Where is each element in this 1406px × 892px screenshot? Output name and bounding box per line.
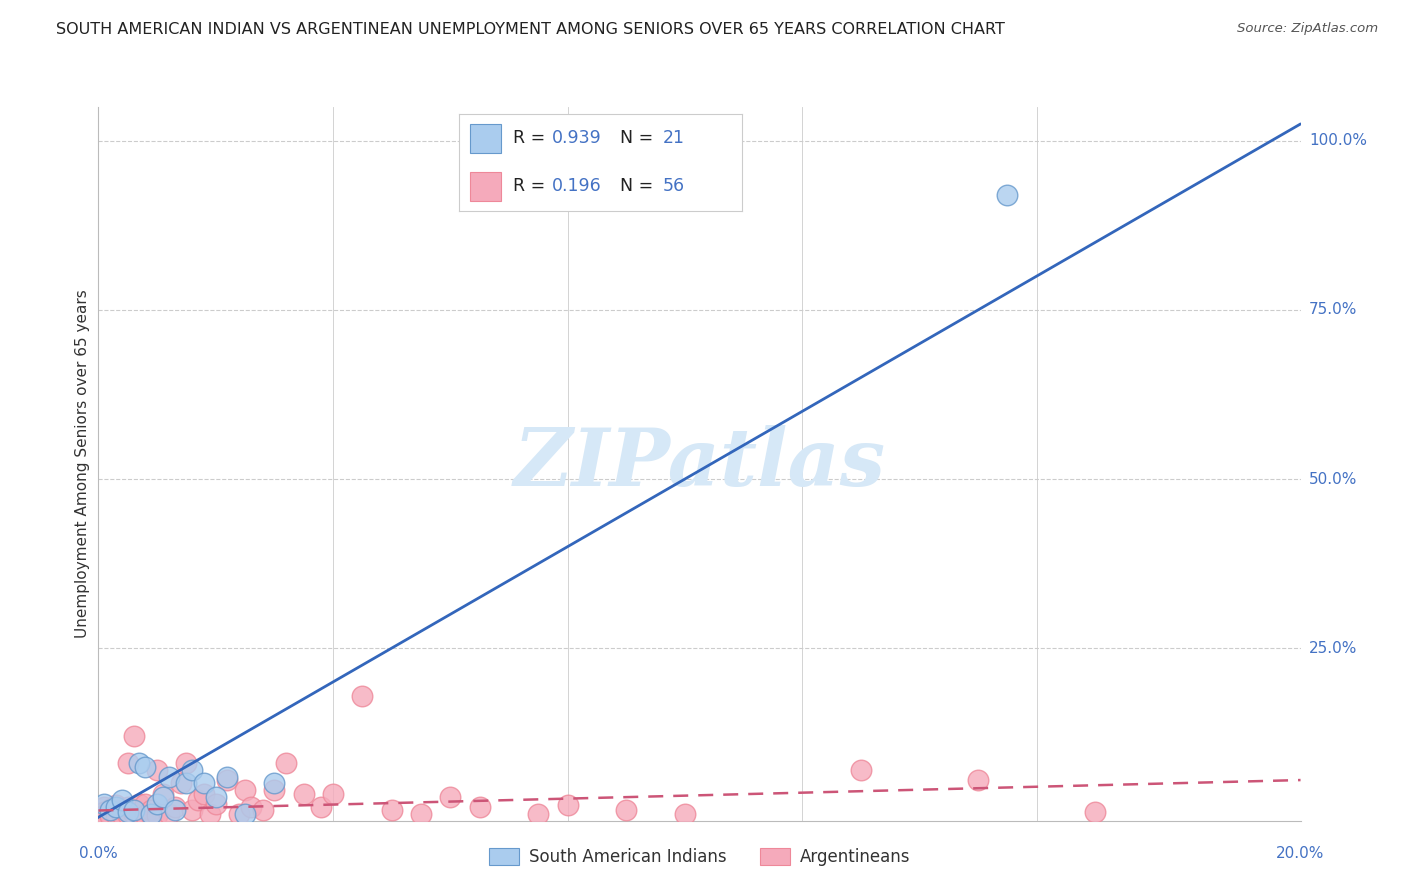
Point	[233, 806, 256, 821]
Point	[105, 798, 128, 813]
Text: Source: ZipAtlas.com: Source: ZipAtlas.com	[1237, 22, 1378, 36]
Point	[98, 806, 121, 821]
Point	[122, 729, 145, 743]
Point	[239, 800, 262, 814]
Point	[122, 804, 145, 818]
Point	[176, 776, 198, 790]
Point	[1084, 805, 1107, 819]
Text: ZIPatlas: ZIPatlas	[513, 425, 886, 502]
Point	[557, 798, 579, 813]
Point	[105, 805, 128, 819]
Point	[352, 689, 374, 703]
Point	[117, 805, 139, 819]
Point	[117, 800, 139, 814]
Point	[98, 809, 121, 823]
Point	[176, 756, 198, 771]
Point	[187, 793, 209, 807]
Point	[193, 787, 215, 801]
Point	[274, 756, 297, 771]
Point	[93, 800, 115, 814]
Point	[128, 807, 150, 822]
Point	[673, 806, 696, 821]
Point	[105, 800, 128, 814]
Point	[93, 805, 115, 819]
Point	[105, 808, 128, 822]
Y-axis label: Unemployment Among Seniors over 65 years: Unemployment Among Seniors over 65 years	[75, 290, 90, 638]
Text: 20.0%: 20.0%	[1277, 846, 1324, 861]
Point	[252, 804, 274, 818]
Point	[995, 188, 1018, 202]
Point	[152, 787, 174, 801]
Point	[93, 808, 115, 822]
Point	[181, 763, 204, 777]
Point	[163, 804, 186, 818]
Point	[117, 808, 139, 822]
Point	[468, 800, 491, 814]
Legend: South American Indians, Argentineans: South American Indians, Argentineans	[482, 841, 917, 873]
Point	[157, 770, 180, 784]
Point	[134, 797, 156, 811]
Point	[111, 804, 134, 818]
Point	[128, 797, 150, 811]
Point	[614, 804, 637, 818]
Text: 25.0%: 25.0%	[1309, 640, 1357, 656]
Point	[228, 806, 250, 821]
Point	[146, 763, 169, 777]
Point	[93, 797, 115, 811]
Point	[98, 802, 121, 816]
Point	[849, 763, 872, 777]
Point	[322, 787, 344, 801]
Point	[217, 773, 239, 788]
Point	[439, 789, 461, 804]
Point	[381, 804, 404, 818]
Point	[193, 776, 215, 790]
Point	[233, 783, 256, 797]
Point	[204, 797, 226, 811]
Point	[122, 806, 145, 821]
Point	[157, 806, 180, 821]
Point	[141, 804, 163, 818]
Point	[527, 806, 550, 821]
Point	[117, 756, 139, 771]
Point	[409, 806, 432, 821]
Point	[263, 783, 285, 797]
Point	[152, 789, 174, 804]
Text: 50.0%: 50.0%	[1309, 472, 1357, 486]
Point	[141, 808, 163, 822]
Point	[181, 804, 204, 818]
Text: 100.0%: 100.0%	[1309, 134, 1367, 148]
Point	[111, 807, 134, 822]
Point	[217, 770, 239, 784]
Point	[204, 789, 226, 804]
Point	[263, 776, 285, 790]
Point	[98, 804, 121, 818]
Point	[141, 806, 163, 821]
Text: SOUTH AMERICAN INDIAN VS ARGENTINEAN UNEMPLOYMENT AMONG SENIORS OVER 65 YEARS CO: SOUTH AMERICAN INDIAN VS ARGENTINEAN UNE…	[56, 22, 1005, 37]
Point	[111, 793, 134, 807]
Point	[292, 787, 315, 801]
Point	[128, 756, 150, 771]
Point	[163, 800, 186, 814]
Point	[134, 808, 156, 822]
Point	[309, 800, 332, 814]
Point	[146, 807, 169, 822]
Text: 0.0%: 0.0%	[79, 846, 118, 861]
Point	[169, 776, 191, 790]
Point	[146, 797, 169, 811]
Point	[134, 759, 156, 773]
Point	[967, 773, 990, 788]
Point	[198, 806, 221, 821]
Text: 75.0%: 75.0%	[1309, 302, 1357, 318]
